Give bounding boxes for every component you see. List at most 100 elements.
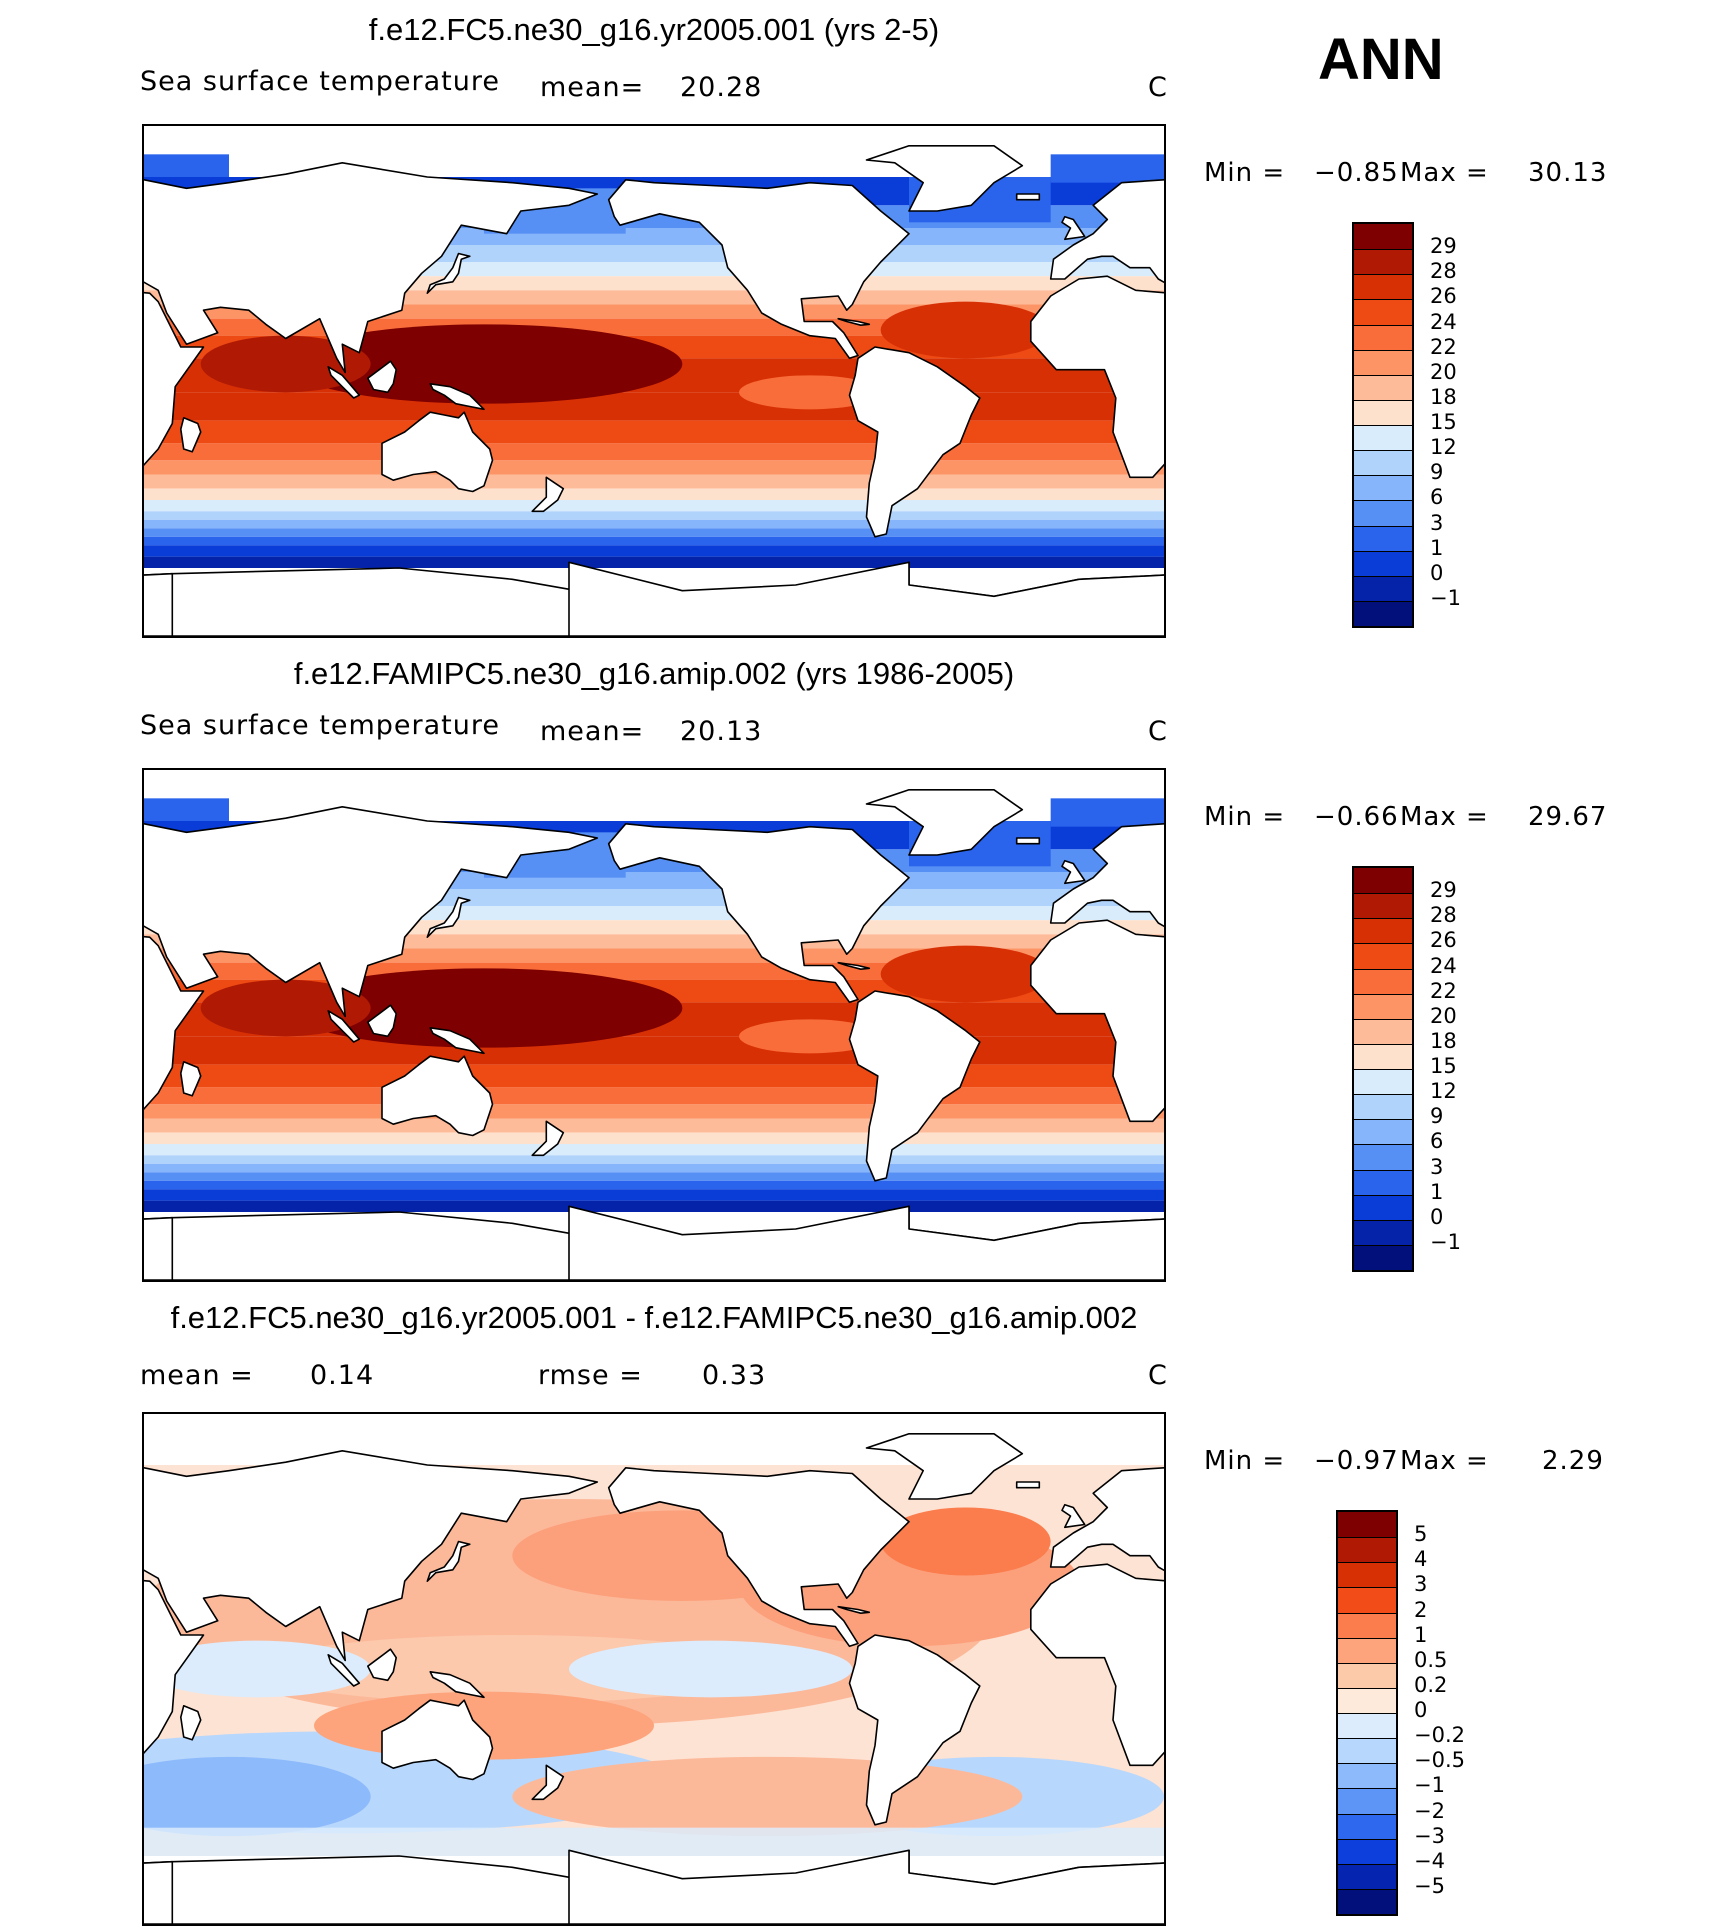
colorbar-cell xyxy=(1354,1119,1412,1145)
colorbar-tick-label: 24 xyxy=(1430,309,1457,334)
mean-label: mean = xyxy=(140,1360,254,1391)
colorbar-cell xyxy=(1338,1687,1396,1713)
colorbar xyxy=(1352,222,1414,628)
colorbar-cell xyxy=(1354,550,1412,576)
mean-value: 20.13 xyxy=(680,716,763,747)
colorbar-cell xyxy=(1354,1219,1412,1245)
max-label: Max = xyxy=(1400,802,1489,832)
colorbar-cell xyxy=(1338,1562,1396,1588)
colorbar-cell xyxy=(1338,1587,1396,1613)
panel-title: f.e12.FAMIPC5.ne30_g16.amip.002 (yrs 198… xyxy=(293,656,1015,691)
colorbar-cell xyxy=(1354,249,1412,275)
colorbar-tick-label: 0 xyxy=(1430,1204,1444,1229)
colorbar-tick-label: 3 xyxy=(1430,510,1444,535)
colorbar-tick-label: 18 xyxy=(1430,1028,1457,1053)
colorbar-tick-label: 6 xyxy=(1430,1129,1444,1154)
min-value: −0.85 xyxy=(1314,158,1399,188)
max-value: 30.13 xyxy=(1528,158,1608,188)
mean-value: 0.14 xyxy=(310,1360,375,1391)
mean-value: 20.28 xyxy=(680,72,763,103)
colorbar-cell xyxy=(1354,475,1412,501)
colorbar-cell xyxy=(1338,1813,1396,1839)
colorbar-tick-label: −4 xyxy=(1414,1848,1445,1873)
map-panel xyxy=(142,1412,1166,1926)
min-label: Min = xyxy=(1204,802,1286,832)
colorbar-cell xyxy=(1354,893,1412,919)
min-value: −0.66 xyxy=(1314,802,1399,832)
colorbar-cell xyxy=(1354,1094,1412,1120)
colorbar-tick-label: 26 xyxy=(1430,928,1457,953)
min-value: −0.97 xyxy=(1314,1446,1399,1476)
colorbar-cell xyxy=(1338,1888,1396,1914)
colorbar-tick-label: 3 xyxy=(1430,1154,1444,1179)
colorbar-tick-label: 12 xyxy=(1430,435,1457,460)
colorbar-tick-label: 9 xyxy=(1430,1104,1444,1129)
colorbar-cell xyxy=(1354,918,1412,944)
colorbar-tick-label: −0.5 xyxy=(1414,1748,1465,1773)
variable-label: Sea surface temperature xyxy=(140,710,500,741)
colorbar-tick-label: 29 xyxy=(1430,234,1457,259)
colorbar-tick-label: 15 xyxy=(1430,410,1457,434)
rmse-value: 0.33 xyxy=(702,1360,767,1391)
colorbar-tick-label: 1 xyxy=(1430,535,1444,560)
colorbar-tick-label: 29 xyxy=(1430,878,1457,903)
colorbar-tick-label: 26 xyxy=(1430,284,1457,309)
colorbar-tick-label: 22 xyxy=(1430,978,1457,1003)
colorbar-cell xyxy=(1354,1144,1412,1170)
colorbar-cell xyxy=(1338,1612,1396,1638)
colorbar-tick-label: 18 xyxy=(1430,384,1457,409)
colorbar-cell xyxy=(1354,993,1412,1019)
colorbar-tick-label: 0.2 xyxy=(1414,1672,1448,1697)
colorbar-cell xyxy=(1354,575,1412,601)
sst-diff-map xyxy=(144,1433,1164,1924)
colorbar-cell xyxy=(1354,1244,1412,1270)
max-value: 2.29 xyxy=(1542,1446,1604,1476)
colorbar-cell xyxy=(1338,1763,1396,1789)
colorbar-cell xyxy=(1354,450,1412,476)
colorbar-tick-label: 0 xyxy=(1430,560,1444,585)
colorbar-tick-label: 24 xyxy=(1430,953,1457,978)
min-label: Min = xyxy=(1204,158,1286,188)
colorbar-cell xyxy=(1354,374,1412,400)
panel-title: f.e12.FC5.ne30_g16.yr2005.001 - f.e12.FA… xyxy=(170,1300,1138,1335)
sst-map xyxy=(144,145,1164,636)
panel-title: f.e12.FC5.ne30_g16.yr2005.001 (yrs 2-5) xyxy=(368,12,940,47)
colorbar-cell xyxy=(1338,1738,1396,1764)
colorbar-cell xyxy=(1354,1194,1412,1220)
colorbar xyxy=(1352,866,1414,1272)
colorbar-cell xyxy=(1354,525,1412,551)
colorbar-cell xyxy=(1338,1788,1396,1814)
sst-map xyxy=(144,789,1164,1280)
colorbar-tick-label: 3 xyxy=(1414,1572,1428,1597)
colorbar-tick-label: 5 xyxy=(1414,1522,1428,1547)
colorbar-cell xyxy=(1354,299,1412,325)
colorbar-cell xyxy=(1338,1713,1396,1739)
colorbar-tick-label: 1 xyxy=(1414,1622,1428,1647)
colorbar-tick-label: −1 xyxy=(1430,585,1461,610)
colorbar-tick-label: −5 xyxy=(1414,1873,1445,1898)
colorbar-tick-label: 4 xyxy=(1414,1547,1428,1572)
colorbar-tick-label: 20 xyxy=(1430,1003,1457,1028)
mean-label: mean= xyxy=(540,72,645,103)
colorbar-cell xyxy=(1338,1838,1396,1864)
colorbar-cell xyxy=(1354,943,1412,969)
colorbar-tick-label: −2 xyxy=(1414,1798,1445,1823)
colorbar-tick-label: 20 xyxy=(1430,359,1457,384)
colorbar-cell xyxy=(1354,1018,1412,1044)
colorbar-tick-label: 9 xyxy=(1430,460,1444,485)
colorbar-cell xyxy=(1338,1662,1396,1688)
colorbar-cell xyxy=(1338,1863,1396,1889)
colorbar-tick-label: 1 xyxy=(1430,1179,1444,1204)
max-value: 29.67 xyxy=(1528,802,1608,832)
map-panel xyxy=(142,124,1166,638)
colorbar-cell xyxy=(1354,968,1412,994)
units-label: C xyxy=(1148,716,1168,747)
colorbar-tick-label: −3 xyxy=(1414,1823,1445,1848)
colorbar-tick-label: −1 xyxy=(1414,1773,1445,1798)
max-label: Max = xyxy=(1400,158,1489,188)
colorbar-tick-label: 22 xyxy=(1430,334,1457,359)
colorbar-cell xyxy=(1338,1512,1396,1538)
colorbar-cell xyxy=(1354,1169,1412,1195)
map-panel xyxy=(142,768,1166,1282)
colorbar-cell xyxy=(1354,324,1412,350)
